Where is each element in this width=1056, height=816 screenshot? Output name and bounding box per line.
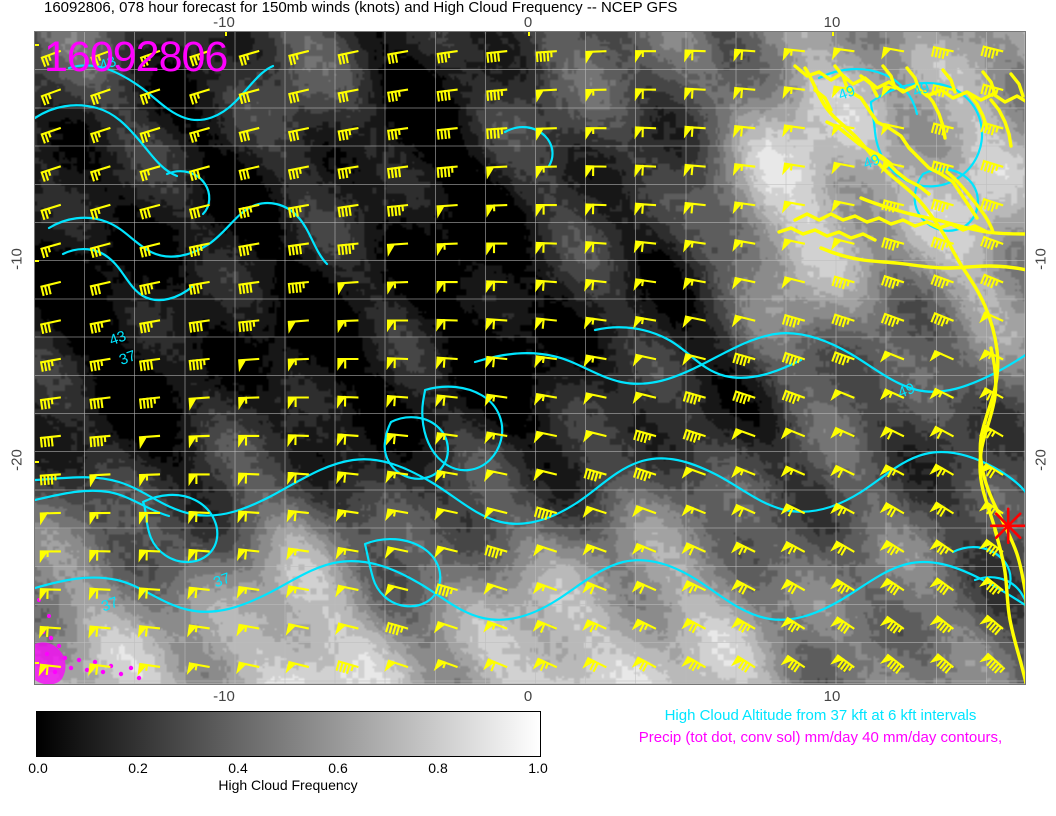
major-gridline-y — [35, 662, 1025, 664]
y-tick-label-right: -10 — [1032, 248, 1050, 270]
svg-text:49: 49 — [911, 79, 932, 101]
y-tick-label-left: -20 — [8, 449, 26, 471]
colorbar — [36, 711, 541, 757]
x-tick-label-bottom: 10 — [823, 688, 841, 705]
svg-text:43: 43 — [97, 53, 118, 75]
major-gridline-y — [35, 461, 1025, 463]
x-tick-label-top: -10 — [213, 14, 235, 31]
svg-text:43: 43 — [107, 328, 128, 350]
colorbar-tick: 0.4 — [228, 760, 248, 776]
legend-cloud-altitude: High Cloud Altitude from 37 kft at 6 kft… — [664, 707, 977, 724]
colorbar-tick: 0.8 — [428, 760, 448, 776]
x-tick-label-bottom: -10 — [213, 688, 235, 705]
colorbar-tick: 1.0 — [528, 760, 548, 776]
precipitation-overlay — [35, 598, 142, 684]
legend: High Cloud Altitude from 37 kft at 6 kft… — [588, 705, 1053, 749]
colorbar-tick: 0.6 — [328, 760, 348, 776]
major-gridline-y — [35, 44, 1025, 46]
major-gridline-x — [225, 32, 227, 684]
x-tick-label-top: 10 — [823, 14, 841, 31]
svg-text:37: 37 — [211, 570, 232, 592]
y-tick-label-left: -10 — [8, 248, 26, 270]
wind-barbs — [38, 45, 1006, 677]
major-gridline-x — [528, 32, 530, 684]
station-marker[interactable] — [989, 507, 1025, 545]
coastline-boundaries — [777, 64, 1025, 684]
plot-inner: 49 49 49 49 43 43 37 37 37 — [35, 32, 1025, 684]
y-tick-label-right: -20 — [1032, 449, 1050, 471]
colorbar-tick: 0.2 — [128, 760, 148, 776]
x-tick-label-bottom: 0 — [523, 688, 533, 705]
legend-precip: Precip (tot dot, conv sol) mm/day 40 mm/… — [638, 729, 1003, 746]
colorbar-tick: 0.0 — [28, 760, 48, 776]
date-stamp: 16092806 — [44, 33, 228, 81]
svg-text:49: 49 — [836, 82, 857, 104]
page-title: 16092806, 078 hour forecast for 150mb wi… — [44, 0, 678, 16]
svg-text:37: 37 — [99, 594, 120, 616]
forecast-map-plot[interactable]: 49 49 49 49 43 43 37 37 37 — [34, 31, 1026, 685]
svg-text:49: 49 — [896, 380, 917, 402]
x-tick-label-top: 0 — [523, 14, 533, 31]
major-gridline-y — [35, 260, 1025, 262]
major-gridline-x — [832, 32, 834, 684]
cloud-altitude-contours — [35, 64, 1025, 621]
svg-text:49: 49 — [861, 151, 882, 173]
colorbar-title: High Cloud Frequency — [218, 777, 358, 793]
svg-text:37: 37 — [117, 347, 138, 369]
